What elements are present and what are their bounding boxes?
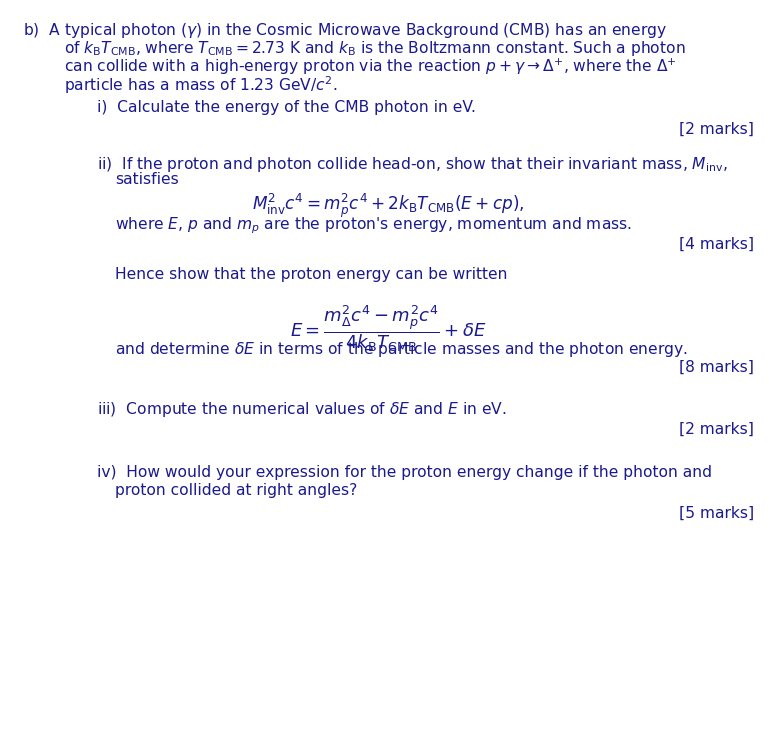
Text: [2 marks]: [2 marks] — [679, 122, 754, 137]
Text: can collide with a high-energy proton via the reaction $p + \gamma \rightarrow \: can collide with a high-energy proton vi… — [64, 57, 677, 77]
Text: proton collided at right angles?: proton collided at right angles? — [115, 483, 357, 498]
Text: b)  A typical photon ($\gamma$) in the Cosmic Microwave Background (CMB) has an : b) A typical photon ($\gamma$) in the Co… — [23, 21, 667, 40]
Text: i)  Calculate the energy of the CMB photon in eV.: i) Calculate the energy of the CMB photo… — [97, 100, 476, 115]
Text: particle has a mass of 1.23 GeV/$c^2$.: particle has a mass of 1.23 GeV/$c^2$. — [64, 74, 337, 96]
Text: [5 marks]: [5 marks] — [678, 506, 754, 521]
Text: $E = \dfrac{m_{\Delta}^2 c^4 - m_p^2 c^4}{4k_{\rm B}T_{\rm CMB}} + \delta E$: $E = \dfrac{m_{\Delta}^2 c^4 - m_p^2 c^4… — [291, 304, 486, 354]
Text: [2 marks]: [2 marks] — [679, 422, 754, 437]
Text: [8 marks]: [8 marks] — [679, 360, 754, 375]
Text: iv)  How would your expression for the proton energy change if the photon and: iv) How would your expression for the pr… — [97, 465, 713, 480]
Text: $M_{\rm inv}^2 c^4 = m_p^2 c^4 + 2k_{\rm B}T_{\rm CMB}(E + cp),$: $M_{\rm inv}^2 c^4 = m_p^2 c^4 + 2k_{\rm… — [253, 192, 524, 220]
Text: ii)  If the proton and photon collide head-on, show that their invariant mass, $: ii) If the proton and photon collide hea… — [97, 155, 728, 174]
Text: satisfies: satisfies — [115, 172, 179, 187]
Text: [4 marks]: [4 marks] — [678, 237, 754, 251]
Text: of $k_{\rm B}T_{\rm CMB}$, where $T_{\rm CMB} = 2.73$ K and $k_{\rm B}$ is the B: of $k_{\rm B}T_{\rm CMB}$, where $T_{\rm… — [64, 39, 685, 58]
Text: iii)  Compute the numerical values of $\delta E$ and $E$ in eV.: iii) Compute the numerical values of $\d… — [97, 400, 507, 420]
Text: Hence show that the proton energy can be written: Hence show that the proton energy can be… — [115, 267, 507, 282]
Text: and determine $\delta E$ in terms of the particle masses and the photon energy.: and determine $\delta E$ in terms of the… — [115, 340, 688, 359]
Text: where $E$, $p$ and $m_p$ are the proton's energy, momentum and mass.: where $E$, $p$ and $m_p$ are the proton'… — [115, 216, 632, 237]
